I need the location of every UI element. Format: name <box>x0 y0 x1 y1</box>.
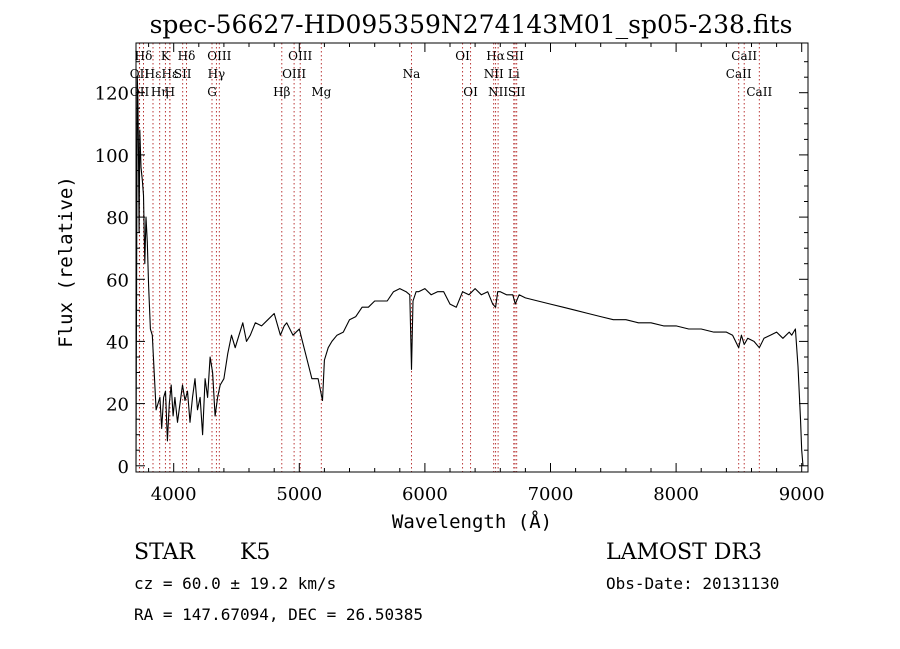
redshift-text: cz = 60.0 ± 19.2 km/s <box>134 574 336 593</box>
line-marker-label-13: Hβ <box>273 85 290 99</box>
line-marker-label-22: NII <box>488 85 508 99</box>
line-marker-label-10: OIII <box>207 49 231 63</box>
axis-ticks: 4000 5000 6000 7000 8000 9000 0 20 40 60 80 100 120 <box>95 43 825 505</box>
x-tick-label-4000: 4000 <box>151 484 197 505</box>
x-tick-label-8000: 8000 <box>653 484 699 505</box>
line-marker-label-5: K <box>161 49 171 63</box>
x-tick-label-9000: 9000 <box>779 484 825 505</box>
y-tick-label-80: 80 <box>106 208 129 229</box>
y-tick-label-120: 120 <box>95 84 129 105</box>
survey-name: LAMOST DR3 <box>606 540 762 565</box>
line-marker-label-2: OII <box>130 85 150 99</box>
y-tick-label-100: 100 <box>95 146 129 167</box>
line-marker-label-27: CaII <box>726 67 752 81</box>
spectrum-series <box>135 76 804 466</box>
line-marker-label-19: OI <box>463 85 478 99</box>
obs-date-text: Obs-Date: 20131130 <box>606 574 779 593</box>
line-marker-label-0: Hδ <box>135 49 153 63</box>
object-class: STAR <box>134 540 196 565</box>
plot-frame <box>135 42 809 473</box>
line-marker-label-12: G <box>207 85 217 99</box>
line-marker-label-26: CaII <box>731 49 757 63</box>
line-marker-label-18: OI <box>455 49 470 63</box>
chart-title: spec-56627-HD095359N274143M01_sp05-238.f… <box>150 10 793 39</box>
line-marker-label-24: Li <box>508 67 520 81</box>
x-tick-label-7000: 7000 <box>528 484 574 505</box>
coordinates-text: RA = 147.67094, DEC = 26.50385 <box>134 605 423 624</box>
x-tick-label-6000: 6000 <box>402 484 448 505</box>
line-marker-label-14: OIII <box>288 49 312 63</box>
y-tick-label-60: 60 <box>106 270 129 291</box>
line-marker-label-23: SII <box>506 49 524 63</box>
y-axis-label: Flux (relative) <box>55 176 77 348</box>
line-marker-label-28: CaII <box>746 85 772 99</box>
spectrum-line <box>135 76 804 466</box>
line-marker-label-3: Hε <box>145 67 162 81</box>
line-marker-label-8: SII <box>174 67 192 81</box>
line-marker-label-15: OIII <box>282 67 306 81</box>
y-tick-label-0: 0 <box>118 457 129 478</box>
line-marker-label-20: Hα <box>486 49 505 63</box>
line-marker-label-9: Hδ <box>178 49 196 63</box>
object-subclass: K5 <box>240 540 270 565</box>
line-marker-label-17: Na <box>403 67 421 81</box>
line-marker-label-4: Hη <box>151 85 169 99</box>
x-axis-label: Wavelength (Å) <box>392 510 552 533</box>
y-tick-label-40: 40 <box>106 332 129 353</box>
x-tick-label-5000: 5000 <box>276 484 322 505</box>
line-marker-label-1: OII <box>130 67 150 81</box>
line-marker-label-11: Hγ <box>208 67 226 81</box>
line-marker-label-21: NII <box>484 67 504 81</box>
y-tick-label-20: 20 <box>106 395 129 416</box>
line-marker-label-25: SII <box>508 85 526 99</box>
line-marker-label-6: Hε <box>162 67 179 81</box>
line-marker-label-16: Mg <box>311 85 331 99</box>
line-marker-label-7: H <box>165 85 175 99</box>
